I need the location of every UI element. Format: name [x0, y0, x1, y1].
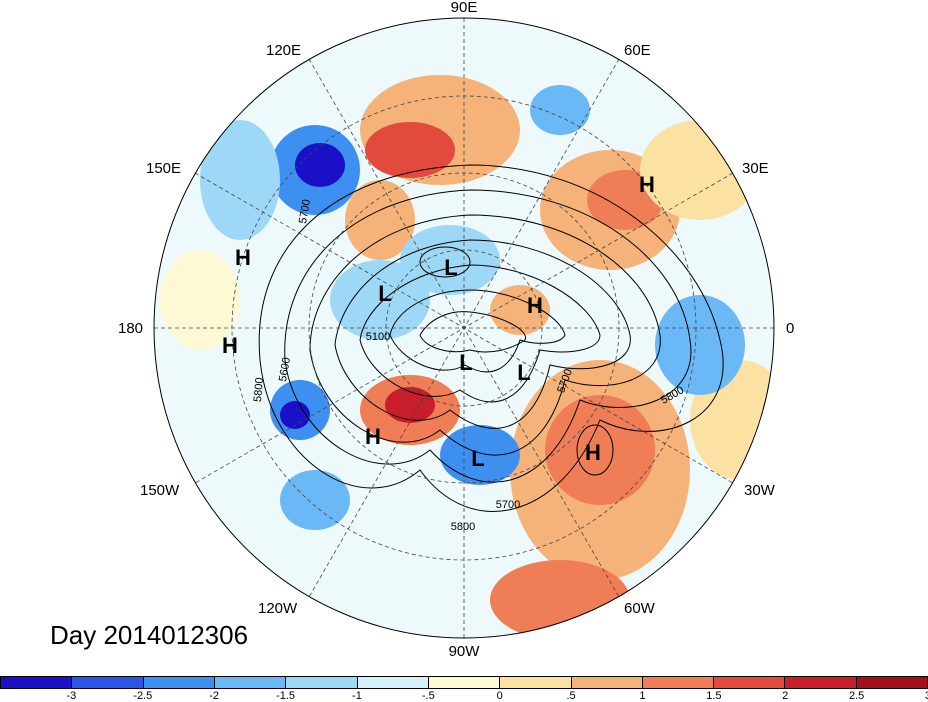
high-pressure-marker: H — [235, 245, 251, 270]
colorbar-tick-label: -2.5 — [133, 690, 153, 702]
colorbar-tick-label: -2 — [209, 690, 220, 702]
contour-label: 5600 — [277, 356, 293, 382]
contour-label: 5800 — [451, 521, 475, 533]
low-pressure-marker: L — [471, 446, 485, 471]
high-pressure-marker: H — [365, 424, 381, 449]
lon-label-150e: 150E — [146, 160, 182, 177]
colorbar-swatch — [500, 677, 572, 688]
colorbar-tick-label: -1.5 — [276, 690, 296, 702]
low-pressure-marker: L — [444, 255, 458, 280]
colorbar-swatch — [286, 677, 358, 688]
colorbar-tick-label: 2.5 — [848, 690, 865, 702]
low-pressure-marker: L — [378, 281, 392, 306]
lon-label-0: 0 — [786, 320, 795, 337]
lon-label-30e: 30E — [742, 160, 769, 177]
colorbar-swatch — [357, 677, 429, 688]
high-pressure-marker: H — [639, 172, 655, 197]
contour-label: 5100 — [366, 331, 390, 343]
anomaly-field — [154, 18, 774, 638]
colorbar — [0, 676, 928, 689]
colorbar-tick-label: 3 — [925, 690, 928, 702]
height-contours — [258, 164, 724, 512]
lon-label-30w: 30W — [744, 482, 775, 499]
colorbar-tick-label: 1 — [639, 690, 646, 702]
high-pressure-marker: H — [222, 333, 238, 358]
contour-label-group: 5700 5100 5600 5800 5700 5800 5800 5700 — [252, 198, 686, 533]
lon-label-120e: 120E — [266, 42, 302, 59]
contour-label: 5700 — [297, 198, 313, 224]
lon-label-90w: 90W — [448, 643, 480, 660]
contour-label: 5800 — [252, 377, 266, 402]
colorbar-tick-label: 2 — [782, 690, 789, 702]
graticule — [154, 18, 774, 638]
colorbar-tick-label: .5 — [566, 690, 576, 702]
lon-label-180: 180 — [118, 320, 144, 337]
colorbar-tick-label: -.5 — [421, 690, 435, 702]
lon-label-120w: 120W — [258, 600, 298, 617]
low-pressure-marker: L — [459, 350, 473, 375]
colorbar-swatch — [714, 677, 786, 688]
lon-label-60e: 60E — [624, 42, 651, 59]
high-pressure-marker: H — [527, 293, 543, 318]
colorbar-swatch — [214, 677, 287, 688]
colorbar-tick-label: -1 — [352, 690, 362, 702]
colorbar-swatch — [1, 677, 73, 688]
colorbar-swatch — [72, 677, 144, 688]
date-label: Day 2014012306 — [50, 620, 249, 650]
colorbar-tick-label: -3 — [66, 690, 77, 702]
colorbar-swatch — [856, 677, 928, 688]
colorbar-swatch — [428, 677, 501, 688]
contour-label: 5700 — [496, 499, 520, 511]
colorbar-swatch — [571, 677, 643, 688]
map-boundary — [153, 17, 775, 639]
colorbar-swatch — [143, 677, 215, 688]
lon-label-150w: 150W — [140, 482, 180, 499]
colorbar-tick-label: 0 — [496, 690, 503, 702]
low-pressure-marker: L — [517, 360, 531, 385]
lon-label-60w: 60W — [624, 600, 655, 617]
colorbar-swatch — [642, 677, 715, 688]
lon-label-90e: 90E — [450, 0, 478, 16]
colorbar-swatch — [785, 677, 857, 688]
high-pressure-marker: H — [585, 440, 601, 465]
colorbar-tick-label: 1.5 — [706, 690, 722, 702]
